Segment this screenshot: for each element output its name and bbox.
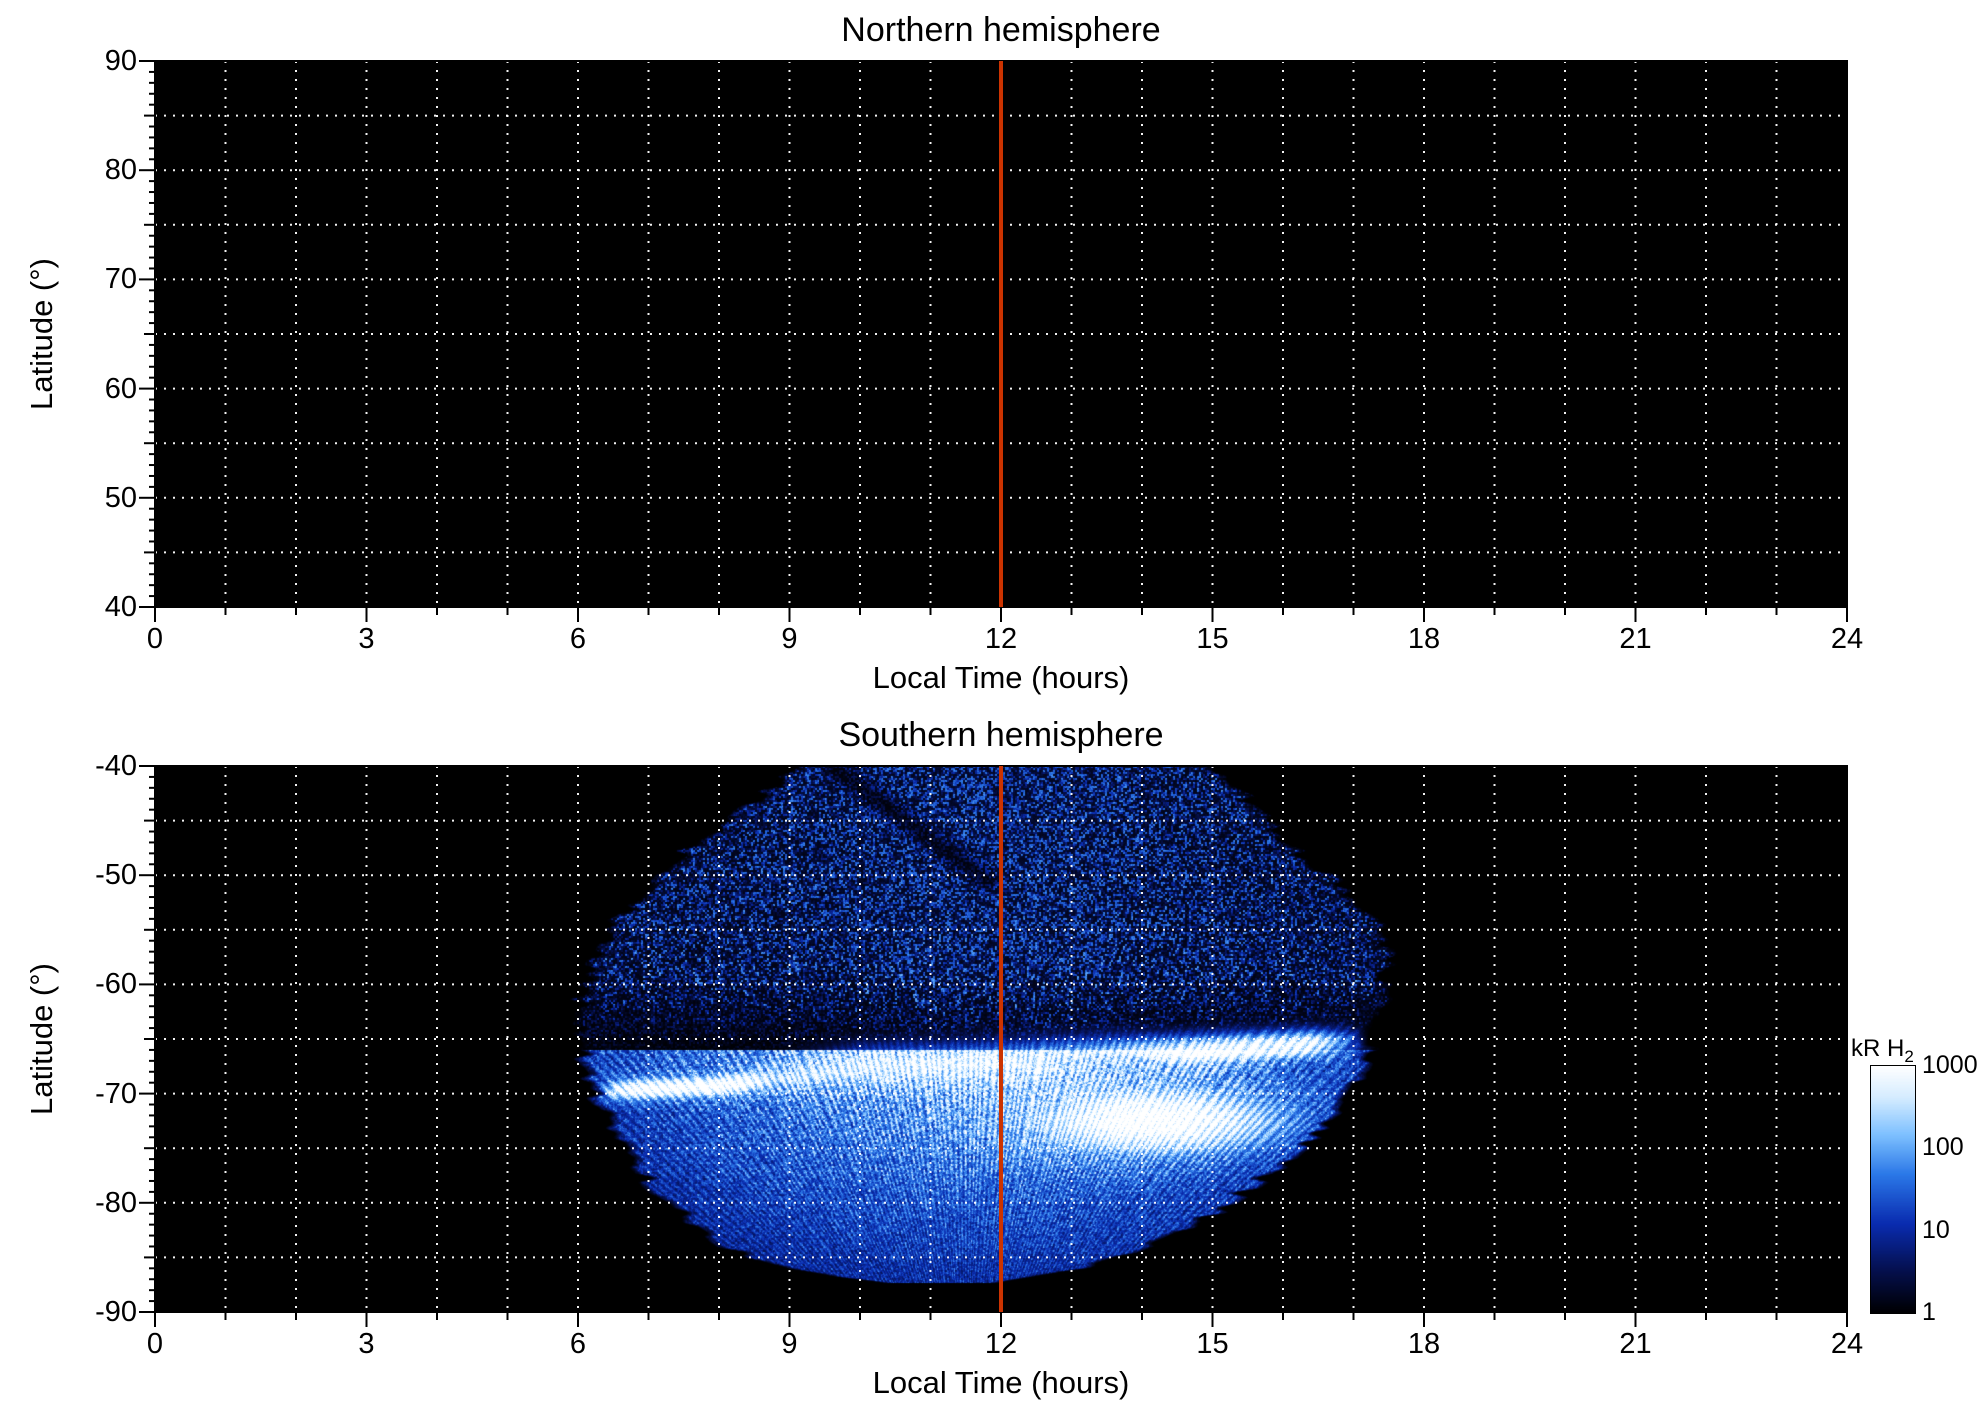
north-x-tick-label: 15 — [1196, 623, 1229, 655]
colorbar-gradient — [1870, 1065, 1916, 1314]
south-y-tick-label: -60 — [95, 968, 137, 1001]
south-x-tick-label: 9 — [781, 1328, 798, 1360]
south-y-tick-label: -40 — [95, 750, 137, 782]
north-y-tick-label: 50 — [104, 481, 137, 514]
south-x-tick-label: 12 — [984, 1328, 1018, 1360]
north-x-tick-label: 3 — [358, 623, 375, 655]
colorbar-tick-label: 100 — [1922, 1133, 1964, 1162]
north-y-tick-label: 70 — [104, 263, 137, 296]
south-x-tick-label: 0 — [146, 1328, 164, 1360]
south-x-tick-label: 15 — [1196, 1328, 1229, 1360]
north-x-tick-label: 0 — [146, 623, 164, 655]
south-x-tick-label: 21 — [1619, 1328, 1652, 1360]
colorbar-tick-label: 10 — [1922, 1215, 1950, 1244]
south-heatmap-canvas — [155, 766, 1847, 1312]
south-x-tick-label: 6 — [569, 1328, 587, 1360]
north-x-tick-label: 12 — [984, 623, 1018, 655]
south-x-axis-label: Local Time (hours) — [872, 1365, 1130, 1400]
north-x-tick-label: 21 — [1619, 623, 1652, 655]
north-x-tick-label: 9 — [781, 623, 798, 655]
north-panel-title: Northern hemisphere — [841, 11, 1161, 49]
south-panel-title: Southern hemisphere — [838, 716, 1164, 754]
south-y-tick-label: -90 — [95, 1296, 137, 1328]
north-y-axis-label: Latitude (°) — [24, 258, 59, 410]
north-heatmap-canvas — [155, 61, 1847, 607]
colorbar-tick-label: 1000 — [1922, 1051, 1978, 1079]
south-y-tick-label: -70 — [95, 1077, 137, 1110]
north-x-tick-label: 24 — [1830, 623, 1864, 655]
north-x-tick-label: 6 — [569, 623, 587, 655]
north-x-tick-label: 18 — [1407, 623, 1441, 655]
north-y-tick-label: 90 — [104, 45, 137, 77]
south-y-tick-label: -80 — [95, 1186, 137, 1219]
south-x-tick-label: 3 — [358, 1328, 375, 1360]
colorbar-label: kR H2 — [1851, 1035, 1914, 1066]
south-x-tick-label: 24 — [1830, 1328, 1864, 1360]
north-x-axis-label: Local Time (hours) — [872, 660, 1130, 695]
south-y-axis-label: Latitude (°) — [24, 963, 59, 1115]
north-y-tick-label: 80 — [104, 154, 137, 187]
north-y-tick-label: 40 — [104, 591, 137, 623]
colorbar-tick-label: 1 — [1922, 1298, 1936, 1326]
south-y-tick-label: -50 — [95, 859, 137, 892]
south-x-tick-label: 18 — [1407, 1328, 1441, 1360]
north-y-tick-label: 60 — [104, 372, 137, 405]
